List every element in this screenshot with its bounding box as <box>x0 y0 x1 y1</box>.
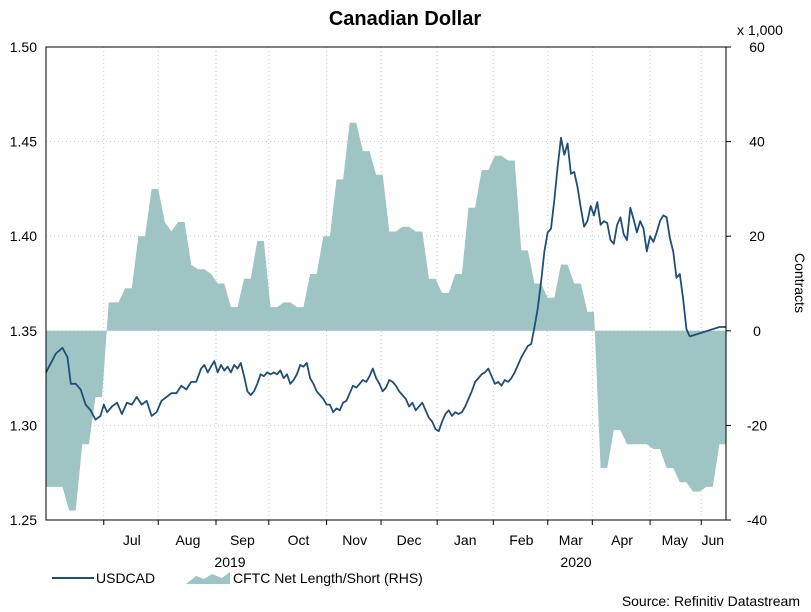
right-tick-label: 40 <box>749 134 765 150</box>
right-tick-label: -20 <box>747 417 767 433</box>
left-tick-label: 1.30 <box>10 417 37 433</box>
right-axis-unit: x 1,000 <box>737 22 783 38</box>
right-tick-label: -40 <box>747 512 767 528</box>
usdcad-line <box>45 136 691 432</box>
right-axis-label: Contracts <box>792 253 808 313</box>
left-tick-label: 1.40 <box>10 228 37 244</box>
x-month-label: Oct <box>288 532 310 548</box>
plot-frame <box>45 46 727 521</box>
left-tick-label: 1.50 <box>10 39 37 55</box>
usdcad-line-tail <box>689 326 726 338</box>
left-tick-label: 1.45 <box>10 134 37 150</box>
legend: USDCAD CFTC Net Length/Short (RHS) <box>52 570 423 586</box>
right-tick-label: 0 <box>753 323 761 339</box>
legend-cftc-label: CFTC Net Length/Short (RHS) <box>233 570 423 586</box>
usdcad-line-series <box>45 136 726 432</box>
legend-usdcad-label: USDCAD <box>96 570 155 586</box>
x-month-label: Mar <box>559 532 583 548</box>
x-month-label: Dec <box>397 532 422 548</box>
x-month-label: Nov <box>342 532 367 548</box>
x-year-label: 2020 <box>560 554 591 570</box>
x-month-label: Jul <box>123 532 141 548</box>
x-month-label: Aug <box>175 532 200 548</box>
x-month-label: Jan <box>454 532 477 548</box>
x-month-label: Jun <box>702 532 725 548</box>
left-tick-label: 1.25 <box>10 512 37 528</box>
cftc-area-series <box>46 122 726 511</box>
cftc-area <box>46 122 726 511</box>
right-tick-label: 60 <box>749 39 765 55</box>
left-tick-label: 1.35 <box>10 323 37 339</box>
right-tick-label: 20 <box>749 228 765 244</box>
x-month-label: May <box>662 532 688 548</box>
x-month-label: Feb <box>509 532 533 548</box>
chart-title: Canadian Dollar <box>329 8 481 30</box>
legend-area-swatch <box>186 572 230 584</box>
x-month-label: Apr <box>611 532 633 548</box>
x-year-label: 2019 <box>214 554 245 570</box>
chart-source: Source: Refinitiv Datastream <box>622 593 800 609</box>
axes: 1.25 1.30 1.35 1.40 1.45 1.50 -40 -20 0 20 40 60 Jul… <box>10 39 768 570</box>
x-month-label: Sep <box>230 532 255 548</box>
